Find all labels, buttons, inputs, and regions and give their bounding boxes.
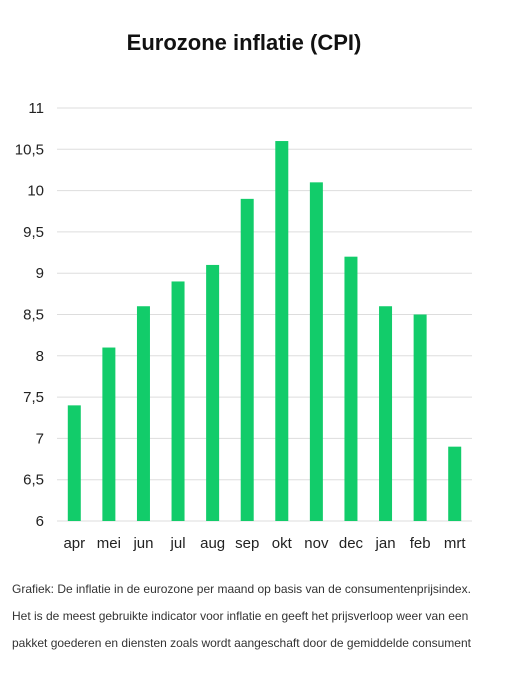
bar-jan: [379, 306, 393, 521]
bar-jul: [171, 281, 185, 521]
y-tick-label: 6,5: [23, 472, 44, 489]
x-tick-label: mrt: [444, 535, 466, 552]
bar-dec: [344, 256, 358, 521]
chart-title: Eurozone inflatie (CPI): [126, 30, 362, 55]
x-tick-label: nov: [304, 535, 329, 552]
x-tick-label: mei: [97, 535, 121, 552]
bar-jun: [136, 306, 150, 521]
bar-feb: [413, 314, 427, 521]
bar-aug: [206, 264, 220, 521]
y-tick-label: 10: [27, 183, 44, 200]
y-tick-label: 7: [36, 430, 44, 447]
y-tick-label: 10,5: [15, 141, 44, 158]
y-tick-label: 7,5: [23, 389, 44, 406]
bar-apr: [67, 405, 81, 521]
x-tick-label: jan: [375, 535, 396, 552]
x-tick-label: apr: [63, 535, 85, 552]
bar-chart: 6 6,5 7 7,5 8 8,5 9 9,5 10 10,5 11 apr mei jun jul aug s…: [15, 100, 472, 552]
bar-sep: [240, 198, 254, 522]
y-tick-label: 8,5: [23, 307, 44, 324]
x-tick-label: jun: [132, 535, 153, 552]
bar-mei: [102, 347, 116, 521]
bar-okt: [275, 141, 289, 522]
x-tick-label: aug: [200, 535, 225, 552]
y-tick-label: 9,5: [23, 224, 44, 241]
x-tick-label: feb: [410, 535, 431, 552]
x-tick-label: sep: [235, 535, 259, 552]
y-tick-label: 8: [36, 348, 44, 365]
bar-mrt: [448, 446, 462, 521]
y-tick-label: 6: [36, 513, 44, 530]
bar-nov: [309, 182, 323, 521]
x-tick-label: jul: [170, 535, 186, 552]
y-tick-label: 9: [36, 265, 44, 282]
y-tick-label: 11: [28, 100, 44, 117]
chart-caption: Grafiek: De inflatie in de eurozone per …: [12, 582, 471, 650]
x-tick-label: dec: [339, 535, 364, 552]
x-tick-label: okt: [272, 535, 293, 552]
